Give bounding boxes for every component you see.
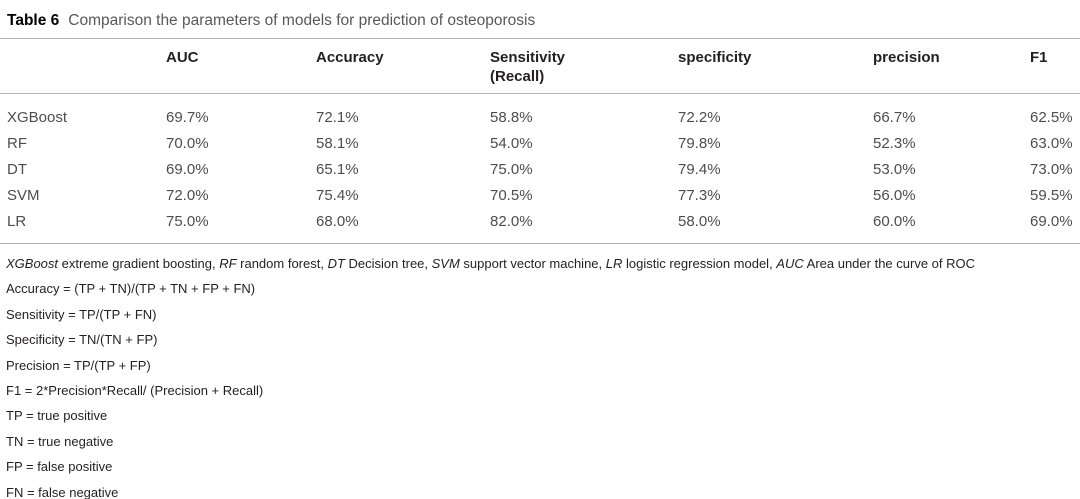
table-caption-text: Comparison the parameters of models for … [68, 12, 536, 29]
abbreviation-definition: random forest, [236, 256, 328, 271]
metric-value-auc: 69.0% [166, 160, 209, 178]
footnote-line: Sensitivity = TP/(TP + FN) [6, 306, 157, 322]
footnote-line: Accuracy = (TP + TN)/(TP + TN + FP + FN) [6, 281, 256, 297]
abbreviation-definition: logistic regression model, [622, 256, 777, 271]
metric-value-auc: 70.0% [166, 134, 209, 152]
column-header-model [0, 38, 166, 94]
abbreviation-term: DT [327, 256, 345, 271]
abbreviation-definition: Decision tree, [344, 256, 432, 271]
metric-value-f1: 69.0% [1030, 212, 1073, 230]
column-header-specificity: specificity [678, 38, 873, 94]
metric-value-sensitivity-recall: 70.5% [490, 186, 533, 204]
column-header-precision: precision [873, 38, 1030, 94]
metric-value-f1: 63.0% [1030, 134, 1073, 152]
table-row: DT 69.0% 65.1% 75.0% 79.4% 53.0% 73.0% [0, 156, 1080, 182]
table-caption: Table 6 Comparison the parameters of mode… [0, 0, 1080, 31]
metric-value-auc: 72.0% [166, 186, 209, 204]
metric-value-specificity: 72.2% [678, 108, 721, 126]
table-row: LR 75.0% 68.0% 82.0% 58.0% 60.0% 69.0% [0, 208, 1080, 244]
metric-value-accuracy: 65.1% [316, 160, 359, 178]
abbreviation-term: RF [219, 256, 237, 271]
footnote-line: F1 = 2*Precision*Recall/ (Precision + Re… [6, 383, 264, 399]
model-name: XGBoost [7, 108, 68, 126]
footnote-line: Specificity = TN/(TN + FP) [6, 332, 158, 348]
metric-value-specificity: 58.0% [678, 212, 721, 230]
footnote-line: FP = false positive [6, 459, 113, 475]
abbreviation-term: XGBoost [6, 256, 59, 271]
metric-value-auc: 69.7% [166, 108, 209, 126]
metric-value-accuracy: 72.1% [316, 108, 359, 126]
table-header-row: AUC Accuracy Sensitivity (Recall) specifici… [0, 38, 1080, 94]
abbreviation-definition: support vector machine, [459, 256, 606, 271]
metric-value-f1: 73.0% [1030, 160, 1073, 178]
table-body: XGBoost 69.7% 72.1% 58.8% 72.2% 66.7% 62.5% RF 7… [0, 94, 1080, 244]
table-row: SVM 72.0% 75.4% 70.5% 77.3% 56.0% 59.5% [0, 182, 1080, 208]
metric-value-precision: 52.3% [873, 134, 916, 152]
model-name: RF [7, 134, 27, 152]
model-name: LR [7, 212, 27, 230]
model-name: DT [7, 160, 27, 178]
model-name: SVM [7, 186, 40, 204]
column-header-accuracy: Accuracy [316, 38, 490, 94]
metric-value-specificity: 79.8% [678, 134, 721, 152]
column-header-sensitivity-recall: Sensitivity (Recall) [490, 38, 678, 94]
table-header: AUC Accuracy Sensitivity (Recall) specifici… [0, 38, 1080, 94]
metric-value-sensitivity-recall: 82.0% [490, 212, 533, 230]
table-row: RF 70.0% 58.1% 54.0% 79.8% 52.3% 63.0% [0, 130, 1080, 156]
table-label: Table 6 [7, 12, 60, 29]
metric-value-sensitivity-recall: 75.0% [490, 160, 533, 178]
abbreviation-term: AUC [776, 256, 804, 271]
metric-value-specificity: 77.3% [678, 186, 721, 204]
column-header-f1: F1 [1030, 38, 1080, 94]
metric-value-precision: 56.0% [873, 186, 916, 204]
abbreviation-term: SVM [431, 256, 460, 271]
abbreviations-footnote: XGBoost extreme gradient boosting, RF ra… [6, 251, 1080, 276]
abbreviation-definition: extreme gradient boosting, [58, 256, 220, 271]
metric-value-sensitivity-recall: 54.0% [490, 134, 533, 152]
footnote-line: FN = false negative [6, 484, 119, 499]
metric-value-accuracy: 68.0% [316, 212, 359, 230]
metric-value-precision: 60.0% [873, 212, 916, 230]
table-row: XGBoost 69.7% 72.1% 58.8% 72.2% 66.7% 62.5% [0, 94, 1080, 131]
metric-value-f1: 59.5% [1030, 186, 1073, 204]
footnote-line: TP = true positive [6, 408, 108, 424]
column-header-auc: AUC [166, 38, 316, 94]
metric-value-auc: 75.0% [166, 212, 209, 230]
metric-value-precision: 66.7% [873, 108, 916, 126]
metric-value-specificity: 79.4% [678, 160, 721, 178]
table-footnotes: XGBoost extreme gradient boosting, RF ra… [0, 244, 1080, 499]
footnote-line: Precision = TP/(TP + FP) [6, 357, 151, 373]
comparison-table: AUC Accuracy Sensitivity (Recall) specifici… [0, 38, 1080, 244]
metric-value-accuracy: 75.4% [316, 186, 359, 204]
metric-value-f1: 62.5% [1030, 108, 1073, 126]
metric-value-sensitivity-recall: 58.8% [490, 108, 533, 126]
abbreviation-definition: Area under the curve of ROC [803, 256, 976, 271]
footnote-line: TN = true negative [6, 433, 114, 449]
metric-value-precision: 53.0% [873, 160, 916, 178]
metric-value-accuracy: 58.1% [316, 134, 359, 152]
abbreviation-term: LR [605, 256, 623, 271]
